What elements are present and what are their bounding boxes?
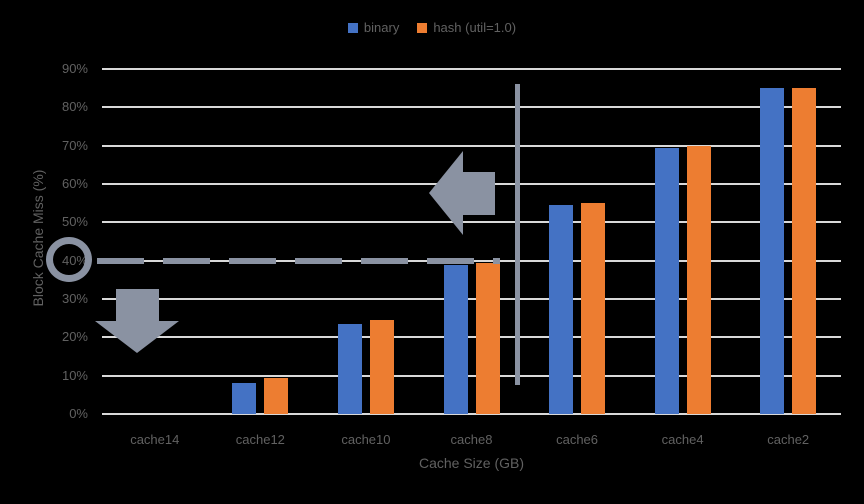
bar-hash-util-1-0-cache12: [264, 377, 289, 414]
x-tick-label: cache8: [450, 432, 493, 447]
legend-item-hash: hash (util=1.0): [417, 20, 516, 35]
y-tick-label: 0%: [69, 406, 88, 421]
bar-binary-cache4: [654, 147, 679, 414]
bar-binary-cache8: [443, 264, 468, 414]
x-tick-label: cache10: [341, 432, 391, 447]
gridline: [102, 298, 841, 300]
bar-binary-cache10: [337, 323, 362, 414]
bar-hash-util-1-0-cache4: [686, 145, 711, 414]
gridline: [102, 106, 841, 109]
y-tick-label: 90%: [61, 61, 88, 76]
vertical-divider-line: [515, 84, 520, 385]
bar-binary-cache6: [549, 205, 574, 414]
down-arrow: [116, 289, 159, 322]
bar-binary-cache12: [232, 383, 257, 414]
left-arrow: [462, 172, 495, 215]
left-arrow-head-icon: [429, 151, 463, 235]
legend-label-hash: hash (util=1.0): [433, 20, 517, 35]
circle-highlight-40pct: [46, 237, 92, 282]
y-tick-label: 10%: [61, 367, 88, 383]
dashed-threshold-line: [97, 258, 500, 264]
bar-hash-util-1-0-cache8: [475, 262, 500, 414]
bar-hash-util-1-0-cache10: [369, 320, 394, 414]
x-axis-line: [102, 413, 841, 415]
gridline: [102, 336, 841, 339]
x-tick-label: cache14: [130, 432, 180, 447]
x-axis-title: Cache Size (GB): [418, 455, 525, 471]
bar-hash-util-1-0-cache6: [581, 203, 606, 414]
gridline: [102, 144, 841, 147]
y-tick-label: 20%: [61, 329, 88, 345]
y-tick-label: 50%: [61, 214, 88, 230]
down-arrow-head-icon: [95, 321, 179, 353]
bar-hash-util-1-0-cache2: [792, 88, 817, 414]
y-tick-label: 30%: [61, 291, 88, 306]
legend-swatch-binary: [347, 22, 358, 33]
x-tick-label: cache4: [661, 432, 704, 447]
legend-label-binary: binary: [363, 20, 400, 35]
x-tick-label: cache6: [556, 432, 599, 447]
y-tick-label: 60%: [61, 176, 88, 191]
legend-item-binary: binary: [347, 20, 400, 35]
legend: binary hash (util=1.0): [0, 20, 864, 35]
bar-binary-cache2: [760, 88, 785, 414]
x-tick-label: cache2: [767, 432, 810, 447]
legend-swatch-hash: [417, 22, 428, 33]
y-tick-label: 70%: [61, 137, 88, 153]
plot-area: [102, 68, 841, 415]
gridline: [102, 68, 841, 70]
x-tick-label: cache12: [235, 432, 285, 447]
gridline: [102, 221, 841, 224]
gridline: [102, 374, 841, 377]
y-tick-label: 80%: [61, 99, 88, 115]
